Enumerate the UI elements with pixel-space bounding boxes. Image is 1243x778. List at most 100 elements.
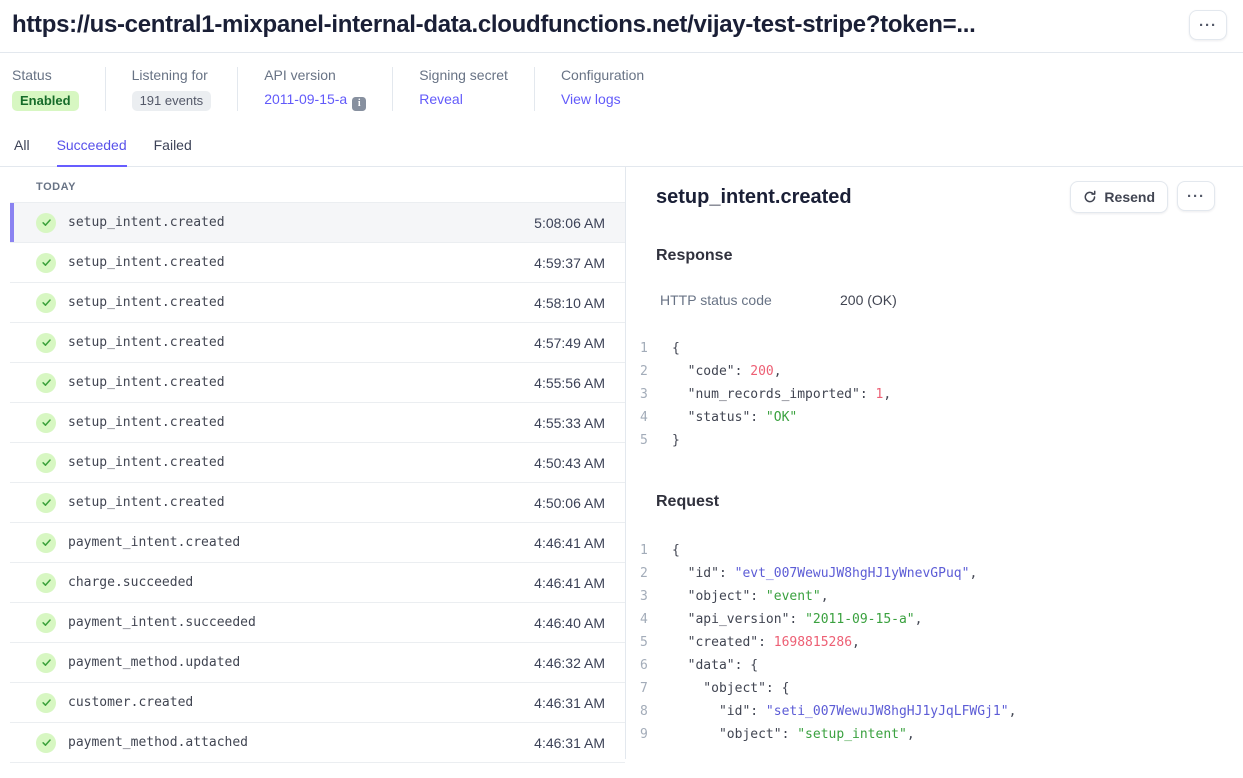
event-name: setup_intent.created (68, 335, 225, 350)
check-circle-icon (36, 492, 56, 513)
check-circle-icon (36, 252, 56, 273)
code-line: 8 "id": "seti_007WewuJW8hgHJ1yJqLFWGj1", (640, 700, 1215, 723)
event-row[interactable]: setup_intent.created 5:08:06 AM (10, 203, 625, 243)
event-time: 4:50:43 AM (534, 454, 605, 471)
tab-all[interactable]: All (14, 137, 30, 153)
code-token: "num_records_imported": (672, 387, 876, 402)
event-row[interactable]: payment_intent.created 4:46:41 AM (10, 523, 625, 563)
meta-item-configuration: Configuration View logs (533, 67, 670, 111)
event-name: customer.created (68, 695, 194, 710)
check-circle-icon (36, 452, 56, 473)
code-token: "OK" (765, 410, 798, 425)
code-token: , (914, 612, 923, 627)
check-circle-icon (36, 732, 56, 753)
code-token: } (672, 433, 680, 448)
event-time: 4:59:37 AM (534, 254, 605, 271)
event-name: setup_intent.created (68, 255, 225, 270)
meta-item-listening-for: Listening for 191 events (104, 67, 238, 111)
meta-label: Signing secret (419, 67, 508, 83)
event-row[interactable]: charge.succeeded 4:46:41 AM (10, 563, 625, 603)
event-row[interactable]: setup_intent.created 4:58:10 AM (10, 283, 625, 323)
meta-item-api-version: API version 2011-09-15-a i (237, 67, 392, 111)
code-line: 3 "num_records_imported": 1, (640, 383, 1215, 406)
detail-overflow-button[interactable]: ··· (1177, 181, 1215, 211)
response-code-block: 1{2 "code": 200, 3 "num_records_imported"… (640, 337, 1215, 452)
code-token: { (672, 341, 680, 356)
detail-header: setup_intent.created Resend ··· (656, 181, 1215, 213)
code-line: 2 "id": "evt_007WewuJW8hgHJ1yWnevGPuq", (640, 562, 1215, 585)
code-token: 1698815286 (773, 635, 853, 650)
event-time: 4:55:33 AM (534, 414, 605, 431)
event-row[interactable]: setup_intent.created 4:50:43 AM (10, 443, 625, 483)
resend-button[interactable]: Resend (1070, 181, 1168, 213)
code-token: "created": (672, 635, 774, 650)
event-name: setup_intent.created (68, 455, 225, 470)
line-number: 5 (640, 635, 648, 650)
line-number: 1 (640, 543, 648, 558)
event-row[interactable]: payment_method.attached 4:46:31 AM (10, 723, 625, 763)
http-status-value: 200 (OK) (840, 292, 897, 308)
code-token: , (906, 727, 915, 742)
event-time: 4:46:31 AM (534, 694, 605, 711)
code-token: , (852, 635, 860, 650)
event-name: charge.succeeded (68, 575, 194, 590)
check-circle-icon (36, 212, 56, 233)
event-row[interactable]: customer.created 4:46:31 AM (10, 683, 625, 723)
event-name: payment_intent.created (68, 535, 241, 550)
response-heading: Response (656, 247, 733, 264)
event-name: setup_intent.created (68, 375, 225, 390)
meta-link-view-logs[interactable]: View logs (560, 91, 621, 107)
event-row[interactable]: setup_intent.created 4:59:37 AM (10, 243, 625, 283)
event-time: 4:46:41 AM (534, 574, 605, 591)
event-name: payment_method.updated (68, 655, 241, 670)
page-title: https://us-central1-mixpanel-internal-da… (12, 11, 976, 38)
code-line: 4 "status": "OK" (640, 406, 1215, 429)
event-time: 4:46:32 AM (534, 654, 605, 671)
code-line: 4 "api_version": "2011-09-15-a", (640, 608, 1215, 631)
event-title: setup_intent.created (656, 185, 852, 208)
event-row[interactable]: setup_intent.created 4:55:56 AM (10, 363, 625, 403)
meta-link-2011-09-15-a[interactable]: 2011-09-15-a (264, 91, 348, 107)
event-row[interactable]: payment_intent.succeeded 4:46:40 AM (10, 603, 625, 643)
code-line: 9 "object": "setup_intent", (640, 723, 1215, 746)
meta-label: Configuration (560, 67, 645, 83)
tab-failed[interactable]: Failed (153, 137, 192, 153)
line-number: 9 (640, 727, 648, 742)
line-number: 3 (640, 387, 648, 402)
event-time: 4:46:40 AM (534, 614, 605, 631)
event-list: TODAY setup_intent.created 5:08:06 AM setu… (10, 167, 626, 763)
event-row[interactable]: setup_intent.created 4:55:33 AM (10, 403, 625, 443)
code-token: , (1008, 704, 1017, 719)
resend-icon (1083, 190, 1097, 204)
page-overflow-button[interactable]: ··· (1189, 10, 1227, 40)
content-area: TODAY setup_intent.created 5:08:06 AM setu… (0, 167, 1243, 763)
tab-succeeded[interactable]: Succeeded (56, 137, 127, 167)
check-circle-icon (36, 292, 56, 313)
code-token: { (672, 543, 680, 558)
event-row[interactable]: setup_intent.created 4:50:06 AM (10, 483, 625, 523)
event-time: 5:08:06 AM (534, 214, 605, 231)
code-token: "object": (672, 727, 798, 742)
event-row[interactable]: payment_method.updated 4:46:32 AM (10, 643, 625, 683)
event-time: 4:50:06 AM (534, 494, 605, 511)
check-circle-icon (36, 692, 56, 713)
line-number: 2 (640, 566, 648, 581)
code-token: 200 (750, 364, 774, 379)
event-time: 4:46:31 AM (534, 734, 605, 751)
endpoint-meta-row: Status Enabled Listening for 191 events API … (0, 53, 1243, 111)
line-number: 7 (640, 681, 648, 696)
line-number: 1 (640, 341, 648, 356)
code-token: "2011-09-15-a" (805, 612, 915, 627)
code-token: "setup_intent" (797, 727, 907, 742)
line-number: 4 (640, 410, 648, 425)
event-name: payment_intent.succeeded (68, 615, 256, 630)
code-line: 5 "created": 1698815286, (640, 631, 1215, 654)
code-line: 3 "object": "event", (640, 585, 1215, 608)
info-icon: i (352, 96, 367, 111)
code-token: "code": (672, 364, 751, 379)
code-token: "evt_007WewuJW8hgHJ1yWnevGPuq" (734, 566, 970, 581)
meta-label: Status (12, 67, 52, 83)
meta-link-reveal[interactable]: Reveal (419, 91, 463, 107)
event-row[interactable]: setup_intent.created 4:57:49 AM (10, 323, 625, 363)
line-number: 4 (640, 612, 648, 627)
